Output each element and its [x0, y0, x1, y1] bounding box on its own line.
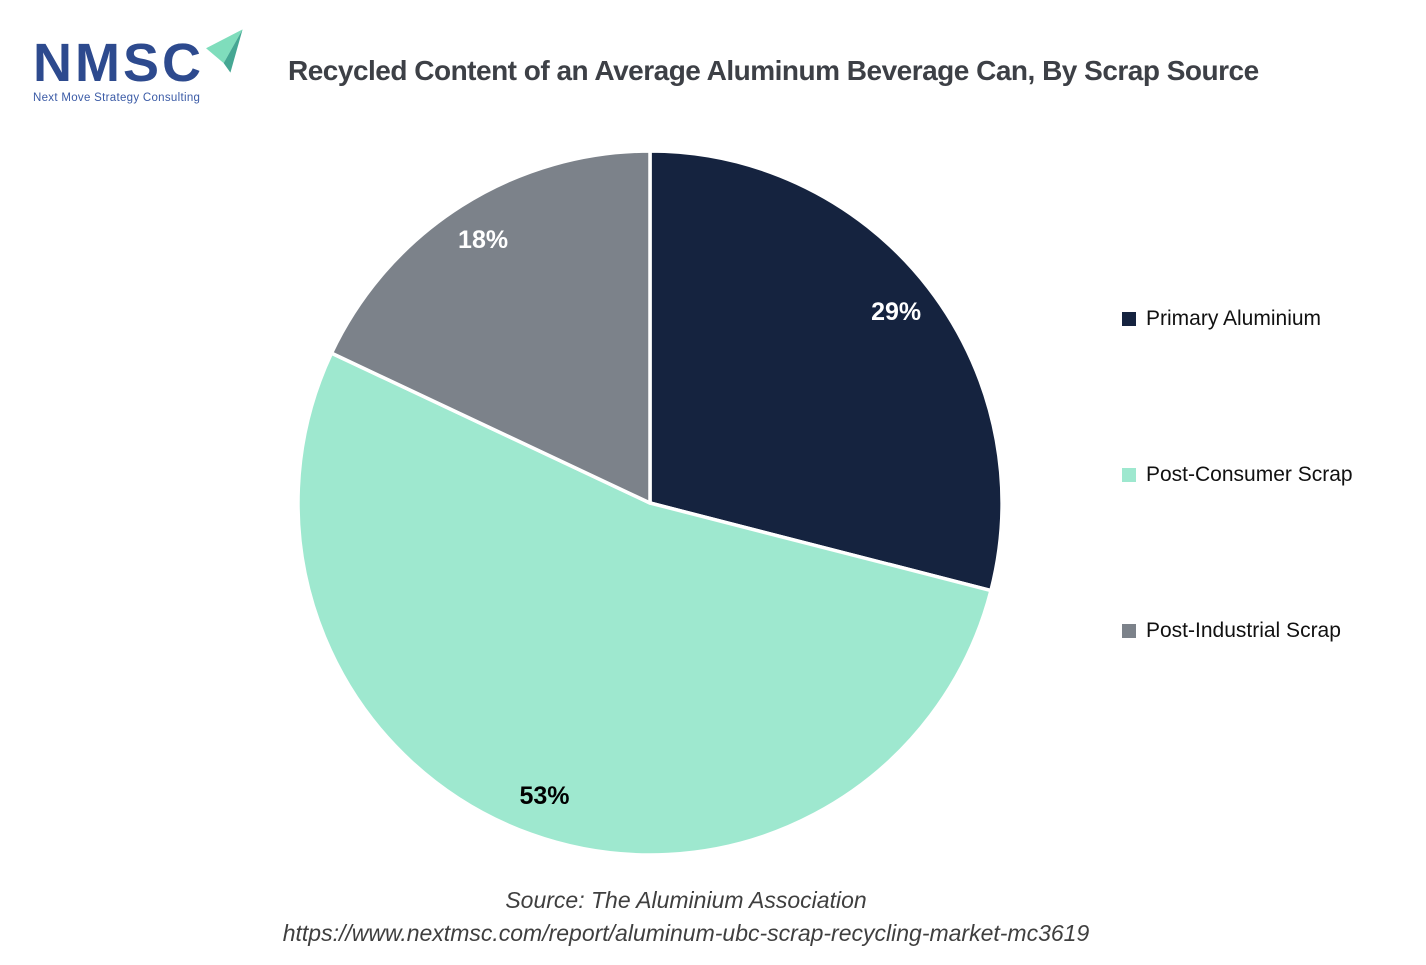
pie-slice-post-consumer-scrap — [296, 351, 993, 857]
legend-label: Post-Consumer Scrap — [1146, 463, 1353, 486]
logo-tagline: Next Move Strategy Consulting — [33, 92, 201, 104]
legend-item-primary-aluminium: Primary Aluminium — [1122, 307, 1353, 331]
chart-title: Recycled Content of an Average Aluminum … — [288, 55, 1259, 86]
pie-slice-post-industrial-scrap — [329, 149, 652, 505]
logo-arrow-icon — [206, 29, 243, 73]
legend-item-post-industrial-scrap: Post-Industrial Scrap — [1122, 619, 1353, 643]
pie-data-label: 53% — [519, 782, 569, 810]
source-url: https://www.nextmsc.com/report/aluminum-… — [282, 920, 1090, 946]
pie-data-label: 29% — [871, 298, 921, 326]
pie-data-label: 18% — [458, 226, 508, 254]
source-block: Source: The Aluminium Association https:… — [0, 884, 1372, 950]
legend-label: Primary Aluminium — [1146, 307, 1322, 330]
nmsc-logo: NMSC Next Move Strategy Consulting — [33, 29, 244, 104]
source-text: Source: The Aluminium Association — [505, 887, 867, 913]
pie-chart: 29% 53% 18% — [296, 149, 1004, 857]
legend-label: Post-Industrial Scrap — [1146, 619, 1341, 642]
legend-swatch-icon — [1122, 468, 1136, 482]
legend: Primary Aluminium Post-Consumer Scrap Po… — [1122, 307, 1353, 643]
legend-item-post-consumer-scrap: Post-Consumer Scrap — [1122, 463, 1353, 487]
pie-slice-primary-aluminium — [648, 149, 1004, 593]
legend-swatch-icon — [1122, 624, 1136, 638]
logo-row: NMSC — [33, 29, 244, 93]
logo-brand-text: NMSC — [33, 33, 204, 93]
legend-swatch-icon — [1122, 312, 1136, 326]
